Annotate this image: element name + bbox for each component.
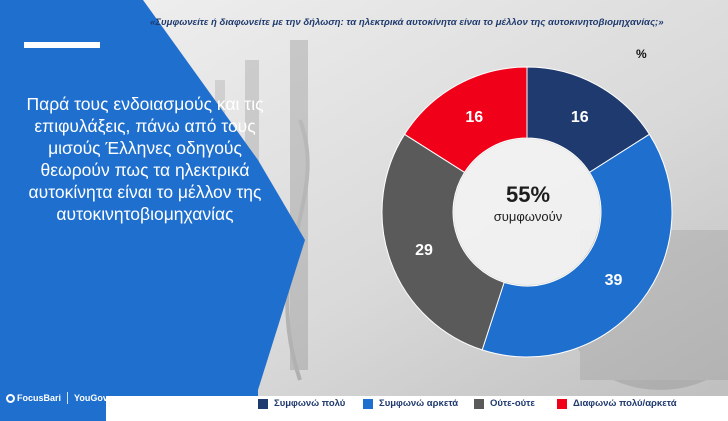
blue-panel-arrow [258, 160, 305, 390]
center-label: συμφωνούν [493, 209, 563, 224]
focusbari-logo: FocusBari [17, 393, 62, 403]
logo-divider [67, 392, 69, 404]
legend-label-1: Συμφωνώ πολύ [274, 398, 346, 409]
yougov-logo: YouGov [74, 393, 108, 403]
title-accent-bar [24, 42, 100, 48]
survey-question: «Συμφωνείτε ή διαφωνείτε με την δήλωση: … [150, 17, 664, 28]
headline: Παρά τους ενδοιασμούς και τις επιφυλάξει… [26, 94, 264, 224]
legend-item-1: Συμφωνώ πολύ [258, 398, 345, 409]
legend-swatch-1 [258, 398, 268, 409]
legend-swatch-4 [557, 398, 567, 409]
unit-label: % [636, 47, 647, 61]
donut-slice-3 [381, 133, 505, 351]
legend-label-2: Συμφωνώ αρκετά [379, 398, 459, 409]
donut-slice-4 [403, 66, 528, 174]
donut-hole [454, 139, 600, 285]
legend-label-4: Διαφωνώ πολύ/αρκετά [573, 398, 677, 409]
legend-item-3: Ούτε-ούτε [474, 398, 535, 409]
donut-slice-label-1: 16 [571, 109, 589, 126]
logos: FocusBari YouGov [6, 392, 108, 404]
focusbari-logo-icon [6, 393, 15, 403]
legend-item-4: Διαφωνώ πολύ/αρκετά [557, 398, 677, 409]
legend-swatch-2 [363, 398, 373, 409]
legend-item-2: Συμφωνώ αρκετά [363, 398, 458, 409]
blue-panel [0, 0, 258, 421]
donut-slice-2 [481, 133, 673, 358]
legend-label-3: Ούτε-ούτε [490, 398, 535, 409]
donut-slice-label-3: 29 [415, 242, 433, 259]
donut-slice-label-4: 16 [465, 109, 483, 126]
donut-slice-label-2: 39 [605, 272, 623, 289]
logo-band [0, 380, 106, 421]
center-value: 55% [505, 182, 551, 207]
legend-swatch-3 [474, 398, 484, 409]
